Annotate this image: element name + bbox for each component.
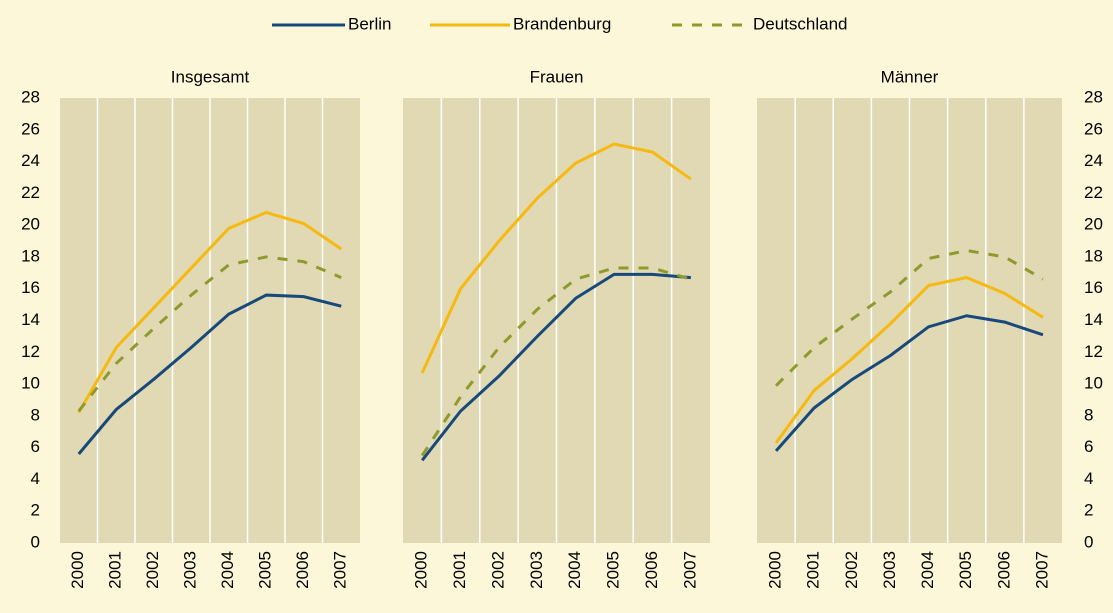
series-line (77, 255, 342, 413)
y-tick-label: 0 (31, 532, 40, 551)
x-tick-label: 2005 (604, 551, 623, 589)
x-tick-label: 2000 (766, 551, 785, 589)
y-tick-label: 8 (31, 405, 40, 424)
y2-tick-label: 14 (1084, 310, 1103, 329)
series-line (420, 266, 692, 457)
x-tick-label: 2003 (527, 551, 546, 589)
y-tick-label: 14 (21, 310, 40, 329)
series-line (77, 210, 343, 414)
y-tick-label: 10 (21, 374, 40, 393)
x-tick-label: 2007 (1032, 551, 1051, 589)
x-tick-label: 2007 (331, 551, 350, 589)
x-tick-label: 2006 (293, 551, 312, 589)
y2-tick-label: 2 (1084, 501, 1093, 520)
y2-tick-label: 26 (1084, 119, 1103, 138)
y2-tick-label: 4 (1084, 469, 1093, 488)
y2-tick-label: 16 (1084, 278, 1103, 297)
series-line (421, 272, 691, 462)
panel-title: Insgesamt (171, 67, 250, 86)
x-tick-label: 2002 (842, 551, 861, 589)
y-tick-label: 2 (31, 501, 40, 520)
x-tick-label: 2004 (565, 551, 584, 589)
y-tick-label: 20 (21, 215, 40, 234)
x-tick-label: 2001 (450, 551, 469, 589)
x-tick-label: 2005 (256, 551, 275, 589)
y-tick-label: 24 (21, 151, 40, 170)
x-tick-label: 2004 (218, 551, 237, 589)
x-tick-label: 2005 (956, 551, 975, 589)
series-line (774, 314, 1044, 452)
x-tick-label: 2000 (412, 551, 431, 589)
x-tick-label: 2003 (880, 551, 899, 589)
legend-label: Brandenburg (513, 14, 611, 33)
x-tick-label: 2006 (642, 551, 661, 589)
x-tick-label: 2001 (106, 551, 125, 589)
x-tick-label: 2007 (680, 551, 699, 589)
x-tick-label: 2006 (994, 551, 1013, 589)
x-tick-label: 2004 (918, 551, 937, 589)
y2-tick-label: 24 (1084, 151, 1103, 170)
y2-tick-label: 18 (1084, 246, 1103, 265)
x-tick-label: 2003 (181, 551, 200, 589)
x-tick-label: 2002 (488, 551, 507, 589)
y-tick-label: 4 (31, 469, 40, 488)
x-tick-label: 2002 (143, 551, 162, 589)
y-tick-label: 26 (21, 119, 40, 138)
legend-label: Berlin (348, 14, 391, 33)
y-tick-label: 18 (21, 246, 40, 265)
y-tick-label: 16 (21, 278, 40, 297)
y-tick-label: 12 (21, 342, 40, 361)
x-tick-label: 2000 (68, 551, 87, 589)
legend-label: Deutschland (753, 14, 848, 33)
series-line (774, 276, 1044, 444)
series-line (420, 142, 692, 374)
x-tick-label: 2001 (804, 551, 823, 589)
y2-tick-label: 0 (1084, 532, 1093, 551)
series-line (775, 249, 1044, 387)
y-tick-label: 6 (31, 437, 40, 456)
y2-tick-label: 20 (1084, 215, 1103, 234)
y2-tick-label: 10 (1084, 374, 1103, 393)
y2-tick-label: 12 (1084, 342, 1103, 361)
panel-title: Frauen (530, 67, 584, 86)
y-tick-label: 28 (21, 87, 40, 106)
y2-tick-label: 22 (1084, 183, 1103, 202)
panel-title: Männer (881, 67, 939, 86)
y2-tick-label: 8 (1084, 405, 1093, 424)
series-line (77, 293, 342, 455)
y2-tick-label: 6 (1084, 437, 1093, 456)
y2-tick-label: 28 (1084, 87, 1103, 106)
y-tick-label: 22 (21, 183, 40, 202)
